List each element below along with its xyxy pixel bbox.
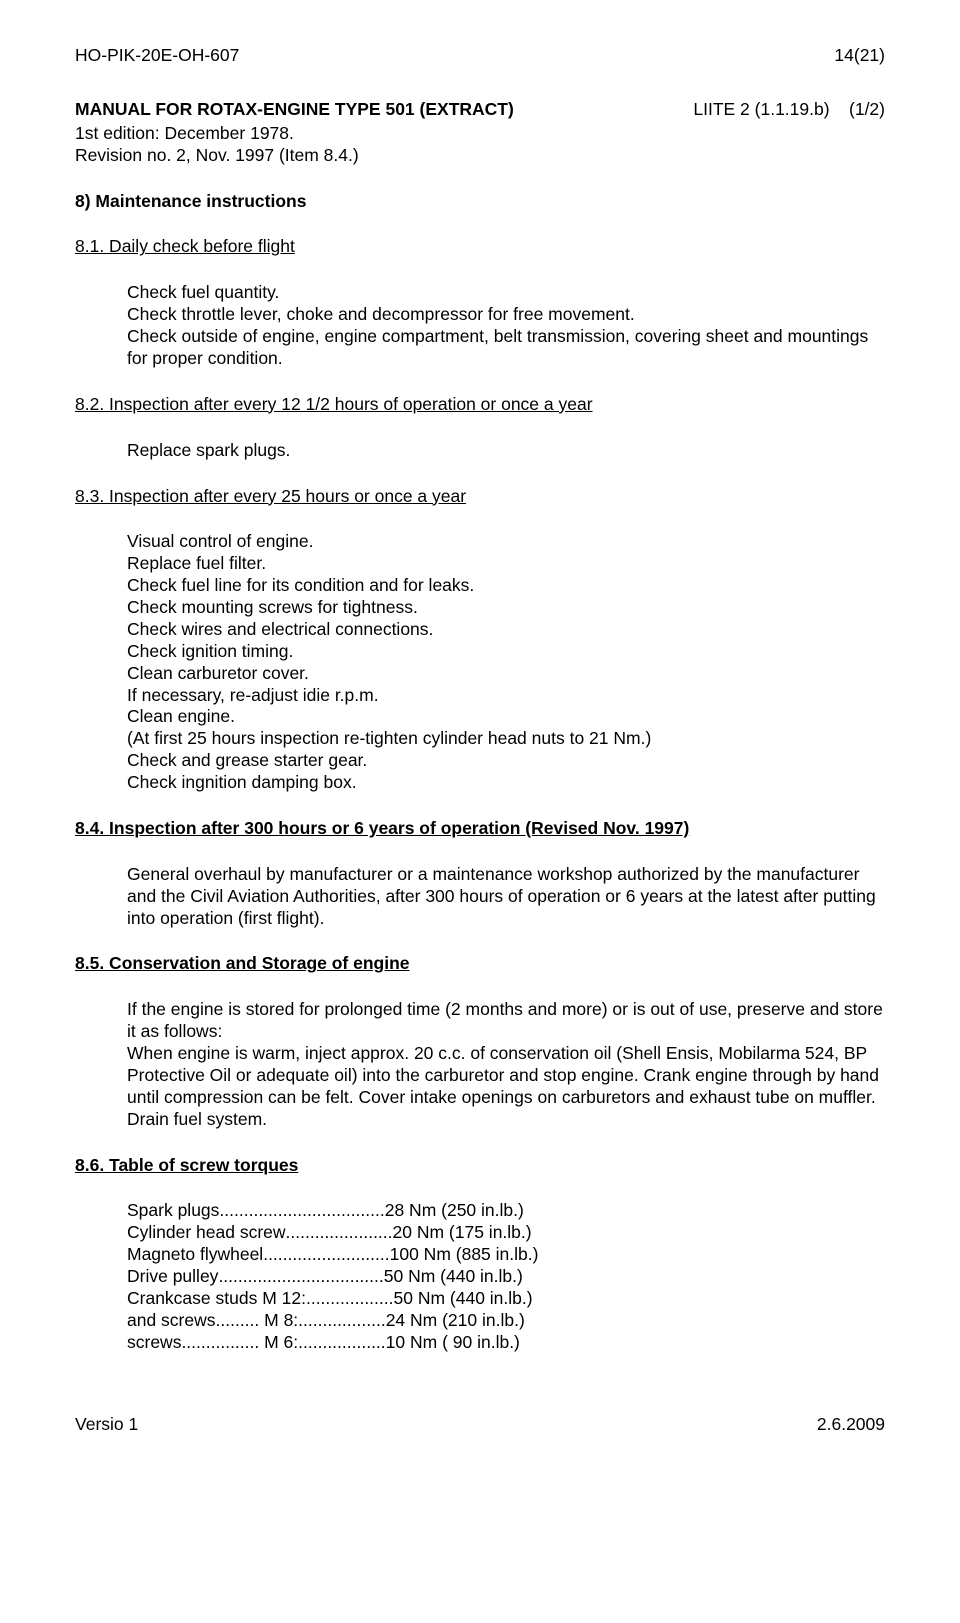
doc-id: HO-PIK-20E-OH-607 — [75, 45, 239, 67]
footer-right: 2.6.2009 — [817, 1414, 885, 1436]
liite-ref: LIITE 2 (1.1.19.b) (1/2) — [693, 99, 885, 121]
body-line: Check throttle lever, choke and decompre… — [127, 304, 885, 326]
body-paragraph: General overhaul by manufacturer or a ma… — [127, 864, 885, 930]
body-line: Replace fuel filter. — [127, 553, 885, 575]
section-8-1-title: 8.1. Daily check before flight — [75, 236, 885, 258]
torque-label: screws................ M 6: — [127, 1332, 298, 1354]
footer-left: Versio 1 — [75, 1414, 138, 1436]
torque-dots: .......................... — [263, 1244, 389, 1266]
torque-value: 28 Nm (250 in.lb.) — [385, 1200, 524, 1222]
torque-row: Spark plugs ............................… — [127, 1200, 885, 1222]
body-line: (At first 25 hours inspection re-tighten… — [127, 728, 885, 750]
body-paragraph: If the engine is stored for prolonged ti… — [127, 999, 885, 1130]
section-8-5-block: If the engine is stored for prolonged ti… — [127, 999, 885, 1130]
body-line: Replace spark plugs. — [127, 440, 885, 462]
section-8-1-block: Check fuel quantity. Check throttle leve… — [127, 282, 885, 370]
header-row: HO-PIK-20E-OH-607 14(21) — [75, 45, 885, 67]
torque-value: 50 Nm (440 in.lb.) — [394, 1288, 533, 1310]
body-line: Check ingnition damping box. — [127, 772, 885, 794]
torque-label: Spark plugs — [127, 1200, 219, 1222]
torque-row: Drive pulley ...........................… — [127, 1266, 885, 1288]
revision-line: Revision no. 2, Nov. 1997 (Item 8.4.) — [75, 145, 885, 167]
section-8-3-title: 8.3. Inspection after every 25 hours or … — [75, 486, 885, 508]
torque-value: 24 Nm (210 in.lb.) — [386, 1310, 525, 1332]
body-line: Check and grease starter gear. — [127, 750, 885, 772]
body-line: Check ignition timing. — [127, 641, 885, 663]
torque-dots: .................................. — [219, 1200, 384, 1222]
torque-row: Magneto flywheel .......................… — [127, 1244, 885, 1266]
body-line: Clean engine. — [127, 706, 885, 728]
section-8-4-title: 8.4. Inspection after 300 hours or 6 yea… — [75, 818, 885, 840]
torque-label: Crankcase studs M 12: — [127, 1288, 306, 1310]
torque-row: Cylinder head screw ....................… — [127, 1222, 885, 1244]
footer-row: Versio 1 2.6.2009 — [75, 1414, 885, 1436]
body-line: If necessary, re-adjust idie r.p.m. — [127, 685, 885, 707]
torque-label: Cylinder head screw — [127, 1222, 286, 1244]
torque-dots: .................. — [298, 1310, 386, 1332]
torque-value: 10 Nm ( 90 in.lb.) — [386, 1332, 520, 1354]
section-8-3-block: Visual control of engine. Replace fuel f… — [127, 531, 885, 794]
body-line: Clean carburetor cover. — [127, 663, 885, 685]
torque-value: 20 Nm (175 in.lb.) — [393, 1222, 532, 1244]
section-8-4-block: General overhaul by manufacturer or a ma… — [127, 864, 885, 930]
section-8-6-title: 8.6. Table of screw torques — [75, 1155, 885, 1177]
torque-label: Magneto flywheel — [127, 1244, 263, 1266]
torque-label: and screws......... M 8: — [127, 1310, 298, 1332]
torque-dots: .................. — [306, 1288, 394, 1310]
body-line: Check fuel quantity. — [127, 282, 885, 304]
section-8-heading: 8) Maintenance instructions — [75, 191, 885, 213]
torque-value: 100 Nm (885 in.lb.) — [390, 1244, 539, 1266]
body-line: Check mounting screws for tightness. — [127, 597, 885, 619]
manual-title: MANUAL FOR ROTAX-ENGINE TYPE 501 (EXTRAC… — [75, 99, 514, 121]
torque-row: and screws......... M 8: ...............… — [127, 1310, 885, 1332]
torque-row: Crankcase studs M 12: ..................… — [127, 1288, 885, 1310]
torque-label: Drive pulley — [127, 1266, 218, 1288]
torque-value: 50 Nm (440 in.lb.) — [384, 1266, 523, 1288]
body-line: Check wires and electrical connections. — [127, 619, 885, 641]
edition-line: 1st edition: December 1978. — [75, 123, 885, 145]
torque-dots: .................................. — [218, 1266, 383, 1288]
page-ref: 14(21) — [834, 45, 885, 67]
section-8-2-block: Replace spark plugs. — [127, 440, 885, 462]
section-8-5-title: 8.5. Conservation and Storage of engine — [75, 953, 885, 975]
body-line: Check fuel line for its condition and fo… — [127, 575, 885, 597]
body-line: Visual control of engine. — [127, 531, 885, 553]
torque-row: screws................ M 6: ............… — [127, 1332, 885, 1354]
body-line: Check outside of engine, engine compartm… — [127, 326, 885, 370]
section-8-2-title: 8.2. Inspection after every 12 1/2 hours… — [75, 394, 885, 416]
title-row: MANUAL FOR ROTAX-ENGINE TYPE 501 (EXTRAC… — [75, 99, 885, 121]
torque-dots: .................. — [298, 1332, 386, 1354]
torque-dots: ...................... — [286, 1222, 393, 1244]
torque-table: Spark plugs ............................… — [127, 1200, 885, 1353]
